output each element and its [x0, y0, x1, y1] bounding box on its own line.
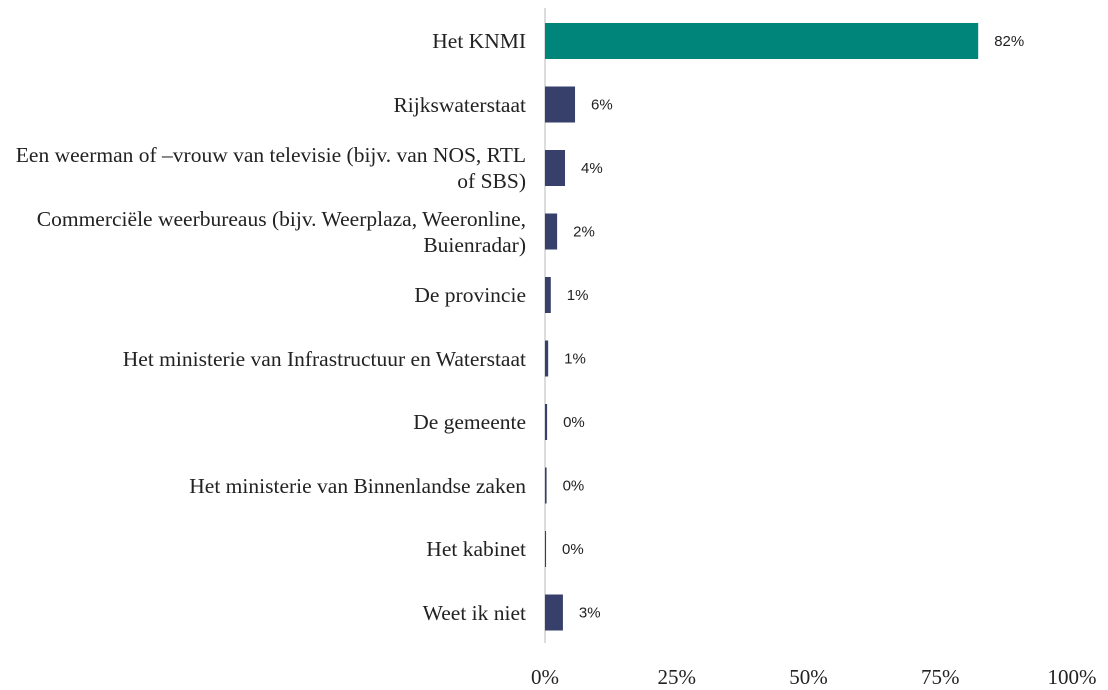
category-label: Het KNMI — [432, 29, 526, 53]
bar — [545, 23, 979, 59]
value-label: 0% — [563, 477, 585, 494]
category-label: Rijkswaterstaat — [393, 92, 526, 117]
x-tick-label: 50% — [789, 665, 828, 689]
category-label: De provincie — [414, 283, 526, 307]
x-tick-label: 0% — [531, 665, 559, 689]
value-label: 2% — [573, 223, 595, 240]
bar — [545, 467, 547, 504]
x-tick-label: 25% — [658, 665, 697, 689]
category-label: Weet ik niet — [422, 600, 526, 625]
value-label: 82% — [994, 33, 1024, 50]
bar — [545, 340, 549, 377]
value-label: 3% — [579, 604, 601, 621]
bar — [545, 150, 566, 186]
bar — [545, 531, 547, 567]
category-label: Het ministerie van Infrastructuur en Wat… — [122, 346, 526, 371]
value-label: 4% — [581, 160, 603, 177]
value-label: 0% — [562, 541, 584, 558]
category-label: De gemeente — [413, 410, 526, 434]
bar — [545, 404, 548, 440]
bar — [545, 213, 558, 250]
x-tick-label: 100% — [1048, 665, 1097, 689]
value-label: 1% — [567, 287, 589, 304]
category-label: Het kabinet — [426, 537, 526, 561]
category-label: Het ministerie van Binnenlandse zaken — [189, 473, 526, 498]
category-label: Commerciële weerbureaus (bijv. Weerplaza… — [36, 206, 526, 257]
value-label: 6% — [591, 96, 613, 113]
value-label: 0% — [563, 414, 585, 431]
bar — [545, 594, 563, 631]
x-tick-label: 75% — [921, 665, 960, 689]
category-label: Een weerman of –vrouw van televisie (bij… — [15, 143, 526, 193]
bar — [545, 277, 551, 313]
bar — [545, 86, 576, 123]
value-label: 1% — [564, 350, 586, 367]
